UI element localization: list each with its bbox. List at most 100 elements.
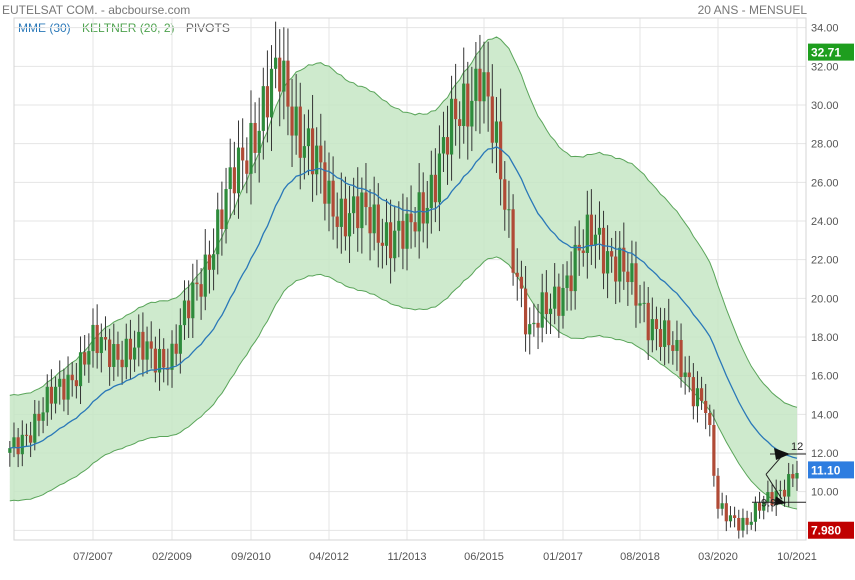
plot-frame bbox=[13, 17, 807, 541]
candle bbox=[762, 495, 766, 520]
candle bbox=[37, 400, 41, 437]
candle bbox=[315, 127, 319, 196]
candle bbox=[610, 237, 614, 273]
candle bbox=[421, 172, 425, 243]
candle bbox=[195, 259, 199, 301]
x-tick-label: 09/2010 bbox=[231, 551, 271, 563]
candle bbox=[241, 118, 245, 190]
y-tick-label: 34.00 bbox=[811, 23, 839, 35]
candle bbox=[787, 462, 791, 507]
candle bbox=[282, 27, 286, 120]
candle bbox=[671, 331, 675, 365]
candle bbox=[306, 109, 311, 176]
candle bbox=[220, 181, 224, 256]
candle bbox=[454, 63, 458, 146]
candle bbox=[716, 468, 720, 519]
candle bbox=[95, 304, 99, 369]
y-tick-label: 28.00 bbox=[811, 139, 839, 151]
candle bbox=[372, 176, 376, 251]
candle bbox=[745, 510, 749, 535]
candle bbox=[265, 50, 270, 143]
candle bbox=[699, 376, 704, 410]
candle bbox=[605, 225, 610, 299]
candle bbox=[466, 61, 470, 160]
candle bbox=[24, 423, 29, 447]
candle bbox=[384, 198, 389, 266]
candle bbox=[170, 330, 174, 388]
candle bbox=[499, 88, 503, 206]
candle bbox=[663, 308, 667, 366]
x-tick-label: 07/2007 bbox=[73, 551, 113, 563]
candle bbox=[103, 316, 108, 351]
candle bbox=[347, 185, 352, 263]
candle bbox=[87, 333, 91, 383]
candle bbox=[724, 495, 728, 532]
candle bbox=[511, 194, 515, 286]
candle bbox=[462, 47, 466, 144]
candle bbox=[124, 323, 128, 380]
pivot-high-label: 12 bbox=[791, 441, 803, 453]
candle bbox=[228, 138, 232, 219]
candle bbox=[286, 28, 290, 136]
candle bbox=[290, 78, 294, 167]
candle bbox=[737, 509, 741, 539]
candle bbox=[132, 330, 137, 372]
candle bbox=[278, 29, 282, 127]
candle bbox=[99, 323, 103, 373]
candle bbox=[757, 491, 762, 519]
pivot-connector bbox=[765, 455, 783, 475]
candle bbox=[683, 356, 687, 395]
candle bbox=[137, 314, 141, 367]
price-tag-high bbox=[808, 43, 854, 61]
pivot-low-label: 9.9 bbox=[761, 497, 776, 509]
candle bbox=[614, 230, 618, 305]
candle bbox=[565, 261, 569, 311]
candle bbox=[397, 201, 401, 258]
candle bbox=[478, 34, 482, 134]
candle bbox=[116, 331, 120, 377]
candle bbox=[593, 214, 598, 269]
candle bbox=[83, 335, 87, 376]
candle bbox=[733, 506, 737, 528]
candle bbox=[108, 328, 112, 386]
candle bbox=[49, 369, 54, 420]
candle bbox=[20, 420, 24, 467]
price-tag-low bbox=[808, 521, 854, 539]
candle bbox=[601, 210, 606, 290]
candle bbox=[687, 355, 691, 393]
candle bbox=[211, 228, 216, 291]
candle bbox=[335, 192, 339, 249]
candle bbox=[253, 102, 257, 174]
candle bbox=[78, 336, 83, 405]
candle bbox=[589, 189, 593, 265]
y-tick-label: 16.00 bbox=[811, 371, 839, 383]
candle bbox=[157, 328, 162, 391]
price-tag-low-label: 7.980 bbox=[811, 524, 841, 538]
candle bbox=[91, 308, 95, 368]
candle bbox=[174, 324, 178, 366]
candle bbox=[704, 383, 708, 430]
candle bbox=[557, 273, 561, 338]
candle bbox=[128, 319, 133, 380]
candle bbox=[302, 114, 306, 180]
candle bbox=[70, 362, 74, 397]
candle bbox=[319, 113, 323, 194]
candle bbox=[523, 266, 528, 352]
candle bbox=[249, 90, 253, 205]
candle bbox=[145, 326, 149, 374]
y-tick-label: 14.00 bbox=[811, 409, 839, 421]
candle bbox=[364, 163, 368, 226]
candle bbox=[728, 506, 733, 528]
keltner-lower-line bbox=[9, 256, 798, 510]
candle bbox=[650, 297, 654, 353]
candle bbox=[519, 260, 524, 308]
candle bbox=[41, 397, 45, 434]
candle bbox=[540, 273, 544, 343]
pivot-high-arrow bbox=[774, 447, 790, 460]
candle bbox=[74, 363, 78, 399]
chart-title: EUTELSAT COM. - abcbourse.com bbox=[2, 3, 191, 17]
candle bbox=[401, 193, 405, 270]
x-tick-label: 11/2013 bbox=[388, 551, 427, 563]
y-tick-label: 18.00 bbox=[811, 332, 839, 344]
candle bbox=[352, 177, 356, 234]
